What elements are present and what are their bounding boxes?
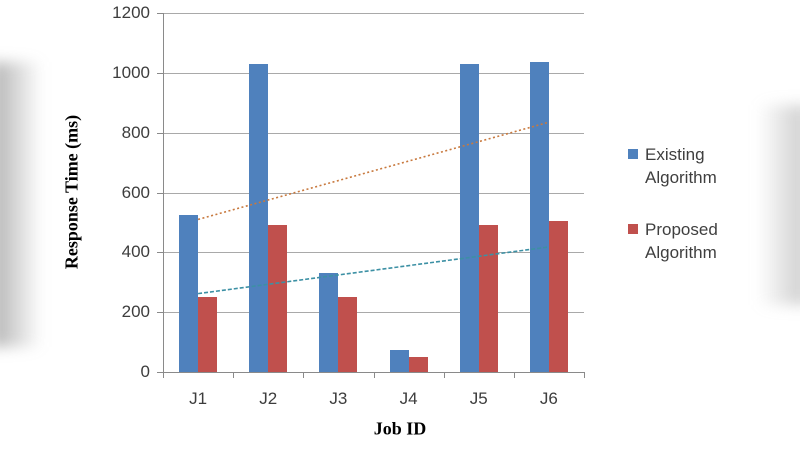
bar-existing-J3 <box>319 273 339 372</box>
bar-proposed-J2 <box>268 225 288 372</box>
trendline-proposed <box>197 246 550 295</box>
legend-entry-existing: Existing Algorithm <box>628 143 737 189</box>
x-axis-tick <box>233 373 235 378</box>
right-edge-shadow <box>758 105 800 305</box>
bar-existing-J5 <box>459 63 479 372</box>
x-category-label: J5 <box>469 389 488 408</box>
gridline <box>163 72 584 74</box>
legend-label: Proposed Algorithm <box>645 220 718 262</box>
bar-existing-J4 <box>389 349 409 372</box>
gridline <box>163 192 584 194</box>
y-axis-tick <box>157 192 163 194</box>
y-tick-label: 0 <box>140 362 150 381</box>
x-axis-line <box>163 372 585 373</box>
existing-series-swatch <box>628 149 638 159</box>
y-tick-label: 1200 <box>112 3 150 22</box>
x-axis-tick <box>373 373 375 378</box>
x-axis-tick <box>303 373 305 378</box>
y-tick-label: 800 <box>121 122 150 142</box>
proposed-series-swatch <box>628 224 638 234</box>
gridline <box>163 132 584 134</box>
y-tick-label: 200 <box>121 302 150 322</box>
y-axis-tick <box>157 252 163 254</box>
x-axis-tick <box>443 373 445 378</box>
legend-entry-proposed: Proposed Algorithm <box>628 218 737 264</box>
y-tick-label: 400 <box>121 242 150 262</box>
gridline <box>163 252 584 254</box>
y-axis-tick <box>157 72 163 74</box>
bar-proposed-J5 <box>478 225 498 372</box>
y-tick-label: 600 <box>121 182 150 202</box>
y-axis-tick <box>157 132 163 134</box>
y-axis-tick <box>157 312 163 314</box>
bar-proposed-J6 <box>548 220 568 372</box>
x-axis-tick <box>163 373 164 378</box>
x-axis-tick <box>513 373 515 378</box>
x-axis-title: Job ID <box>373 418 427 439</box>
x-category-label: J6 <box>539 389 558 408</box>
x-category-label: J2 <box>259 389 278 408</box>
bar-proposed-J1 <box>198 297 218 372</box>
legend-label: Existing Algorithm <box>645 145 717 187</box>
y-axis-tick <box>157 13 163 14</box>
bar-existing-J6 <box>529 62 549 372</box>
gridline <box>163 13 584 14</box>
x-axis-tick <box>584 373 585 378</box>
bar-existing-J2 <box>249 63 269 372</box>
left-edge-shadow <box>0 62 42 347</box>
gridline <box>163 312 584 314</box>
x-category-label: J3 <box>329 389 348 408</box>
x-category-label: J1 <box>189 389 208 408</box>
trendline-existing <box>197 121 550 221</box>
bar-existing-J1 <box>179 214 199 372</box>
y-tick-label: 1000 <box>112 62 150 82</box>
y-axis-tick <box>157 372 163 373</box>
bar-proposed-J3 <box>338 297 358 372</box>
bar-proposed-J4 <box>408 357 428 372</box>
y-axis-line <box>163 13 164 372</box>
x-category-label: J4 <box>399 389 418 408</box>
